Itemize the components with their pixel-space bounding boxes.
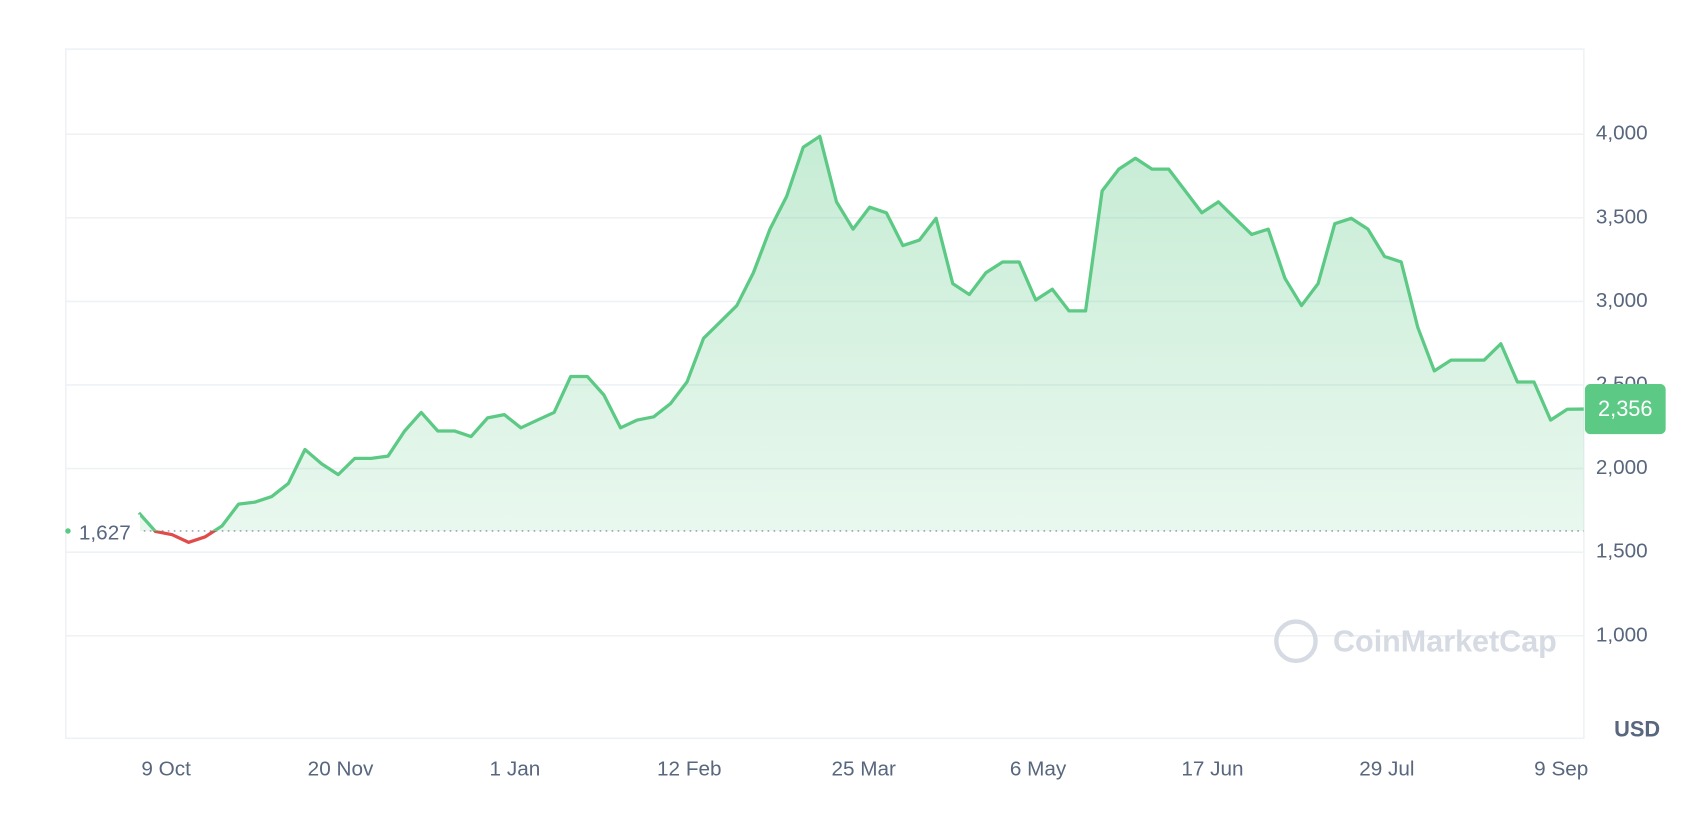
x-tick-label: 1 Jan: [490, 757, 541, 780]
x-tick-label: 17 Jun: [1181, 757, 1243, 780]
plot-frame: [64, 48, 1585, 740]
x-tick-label: 9 Oct: [141, 757, 191, 780]
area: [138, 136, 1584, 531]
current-price-badge: [1584, 383, 1666, 435]
reference-dot: [65, 528, 71, 534]
y-tick-label: 3,500: [1596, 205, 1648, 228]
current-price-label: 2,356: [1598, 396, 1653, 421]
reference-label-bg: [67, 514, 140, 550]
x-tick-label: 12 Feb: [657, 757, 722, 780]
y-tick-label: 1,000: [1596, 623, 1648, 646]
watermark-text: CoinMarketCap: [1333, 624, 1557, 658]
axis-unit: USD: [1614, 716, 1660, 741]
watermark: CoinMarketCap: [1274, 619, 1557, 664]
x-tick-label: 9 Sep: [1534, 757, 1588, 780]
y-tick-label: 2,000: [1596, 456, 1648, 479]
reference-label: 1,627: [79, 522, 131, 545]
x-tick-label: 6 May: [1010, 757, 1067, 780]
price-line: [137, 134, 1584, 531]
y-tick-label: 4,000: [1596, 122, 1648, 145]
x-tick-label: 29 Jul: [1359, 757, 1414, 780]
x-tick-label: 25 Mar: [831, 757, 896, 780]
x-tick-label: 20 Nov: [308, 757, 374, 780]
y-tick-label: 3,000: [1596, 289, 1648, 312]
y-tick-label: 1,500: [1596, 540, 1648, 563]
